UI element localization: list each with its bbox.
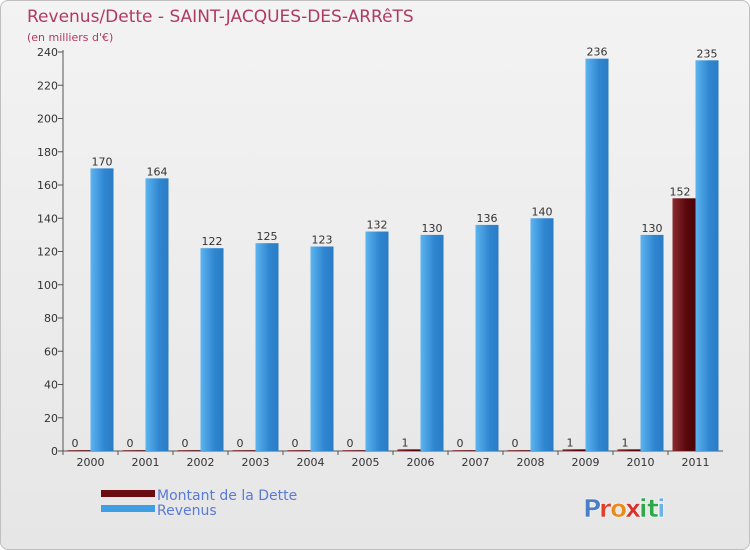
bar-revenus	[585, 58, 609, 452]
y-tick-label: 40	[44, 379, 58, 392]
y-tick-label: 20	[44, 412, 58, 425]
bar-revenus	[695, 60, 719, 451]
value-label-revenus: 132	[367, 219, 388, 232]
y-tick-label: 200	[37, 113, 58, 126]
legend-swatch-dette	[101, 490, 155, 497]
value-label-dette: 0	[292, 437, 299, 450]
y-tick-label: 180	[37, 146, 58, 159]
bar-revenus	[310, 246, 334, 451]
bar-dette	[287, 450, 311, 451]
value-label-revenus: 123	[312, 234, 333, 247]
x-tick-label: 2008	[517, 456, 545, 469]
value-label-dette: 0	[512, 437, 519, 450]
bar-dette	[672, 198, 696, 451]
bar-revenus	[640, 234, 664, 451]
value-label-dette: 0	[457, 437, 464, 450]
x-tick-label: 2009	[572, 456, 600, 469]
logo-letter: i	[639, 494, 648, 523]
x-tick-label: 2007	[462, 456, 490, 469]
legend-swatch-revenus	[101, 505, 155, 512]
x-tick-label: 2011	[682, 456, 710, 469]
y-tick-label: 220	[37, 79, 58, 92]
bar-dette	[342, 450, 366, 451]
y-tick-label: 100	[37, 279, 58, 292]
bar-revenus	[365, 231, 389, 451]
x-tick-label: 2000	[77, 456, 105, 469]
value-label-revenus: 140	[532, 205, 553, 218]
y-tick-label: 160	[37, 179, 58, 192]
value-label-revenus: 164	[147, 165, 168, 178]
x-tick-label: 2002	[187, 456, 215, 469]
bar-revenus	[530, 218, 554, 451]
y-tick-label: 80	[44, 312, 58, 325]
y-tick-label: 240	[37, 46, 58, 59]
chart-title: Revenus/Dette - SAINT-JACQUES-DES-ARRêTS	[27, 7, 414, 27]
chart-bars	[67, 58, 719, 452]
bar-revenus	[145, 178, 169, 451]
value-label-revenus: 130	[642, 222, 663, 235]
x-tick-label: 2003	[242, 456, 270, 469]
y-tick-label: 60	[44, 345, 58, 358]
x-tick-label: 2001	[132, 456, 160, 469]
legend-label-dette: Montant de la Dette	[157, 488, 297, 504]
bar-dette	[67, 450, 91, 451]
bar-dette	[562, 449, 586, 451]
x-tick-label: 2006	[407, 456, 435, 469]
logo-letter: i	[657, 494, 666, 523]
legend-label-revenus: Revenus	[157, 503, 217, 519]
bar-dette	[452, 450, 476, 451]
value-label-dette: 0	[72, 437, 79, 450]
value-label-dette: 1	[567, 436, 574, 449]
logo-letter: t	[647, 494, 659, 523]
value-label-dette: 1	[402, 436, 409, 449]
value-label-dette: 0	[237, 437, 244, 450]
logo-letter: r	[599, 494, 612, 523]
value-label-revenus: 235	[697, 47, 718, 60]
value-label-dette: 1	[622, 436, 629, 449]
logo-letter: o	[610, 494, 627, 523]
bar-dette	[122, 450, 146, 451]
bar-revenus	[90, 168, 114, 451]
bar-revenus	[200, 248, 224, 451]
bar-dette	[507, 450, 531, 451]
bar-dette	[232, 450, 256, 451]
x-tick-label: 2004	[297, 456, 325, 469]
bar-dette	[397, 449, 421, 451]
value-label-revenus: 122	[202, 235, 223, 248]
x-tick-label: 2005	[352, 456, 380, 469]
value-label-revenus: 136	[477, 212, 498, 225]
logo-letter: x	[625, 494, 641, 523]
chart-value-labels: 0 170 0 164 0 122 0 125 0 123 0 132 1 130 0 136 0 140 1 236…	[72, 46, 718, 451]
value-label-revenus: 130	[422, 222, 443, 235]
chart-subtitle: (en milliers d'€)	[27, 31, 113, 44]
value-label-revenus: 170	[92, 155, 113, 168]
legend: Montant de la Dette Revenus	[101, 488, 297, 519]
value-label-revenus: 236	[587, 46, 608, 59]
x-tick-label: 2010	[627, 456, 655, 469]
bar-dette	[617, 449, 641, 451]
bar-revenus	[255, 243, 279, 451]
y-tick-label: 0	[51, 445, 58, 458]
y-tick-label: 120	[37, 246, 58, 259]
bar-revenus	[475, 224, 499, 451]
value-label-dette: 0	[182, 437, 189, 450]
bar-revenus	[420, 234, 444, 451]
logo-letter: P	[583, 494, 601, 523]
y-tick-label: 140	[37, 212, 58, 225]
value-label-dette: 0	[127, 437, 134, 450]
bar-dette	[177, 450, 201, 451]
value-label-revenus: 125	[257, 230, 278, 243]
value-label-dette: 0	[347, 437, 354, 450]
value-label-dette: 152	[670, 185, 691, 198]
